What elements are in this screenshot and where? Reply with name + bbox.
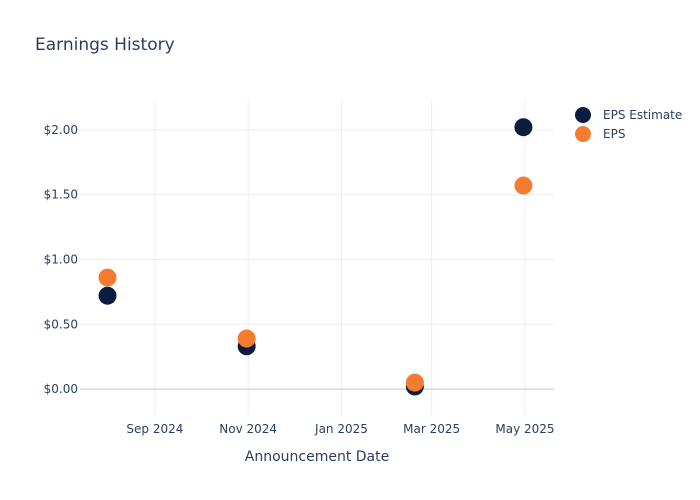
x-tick-label: Jan 2025	[314, 422, 368, 436]
eps-estimate-point[interactable]	[98, 286, 117, 305]
legend-label[interactable]: EPS Estimate	[603, 108, 682, 122]
gridlines	[80, 100, 554, 415]
y-tick-label: $1.50	[44, 188, 78, 202]
eps-point[interactable]	[237, 329, 256, 348]
data-points	[98, 118, 533, 396]
x-tick-label: Sep 2024	[126, 422, 183, 436]
y-tick-label: $0.00	[44, 382, 78, 396]
x-axis-ticks: Sep 2024 Nov 2024 Jan 2025 Mar 2025 May 2025	[126, 422, 554, 436]
y-axis-ticks: $0.00 $0.50 $1.00 $1.50 $2.00	[44, 123, 78, 396]
eps-point[interactable]	[405, 373, 424, 392]
eps-point[interactable]	[98, 268, 117, 287]
y-tick-label: $1.00	[44, 252, 78, 266]
y-tick-label: $2.00	[44, 123, 78, 137]
x-tick-label: Nov 2024	[219, 422, 277, 436]
y-tick-label: $0.50	[44, 317, 78, 331]
eps-estimate-point[interactable]	[514, 118, 533, 137]
x-axis-title: Announcement Date	[245, 449, 389, 465]
legend-marker[interactable]	[575, 107, 591, 123]
legend-marker[interactable]	[575, 126, 591, 142]
x-tick-label: May 2025	[495, 422, 554, 436]
legend-label[interactable]: EPS	[603, 127, 625, 141]
eps-point[interactable]	[514, 176, 533, 195]
x-tick-label: Mar 2025	[403, 422, 460, 436]
legend[interactable]: EPS Estimate EPS	[575, 107, 682, 142]
chart-title: Earnings History	[35, 35, 175, 55]
